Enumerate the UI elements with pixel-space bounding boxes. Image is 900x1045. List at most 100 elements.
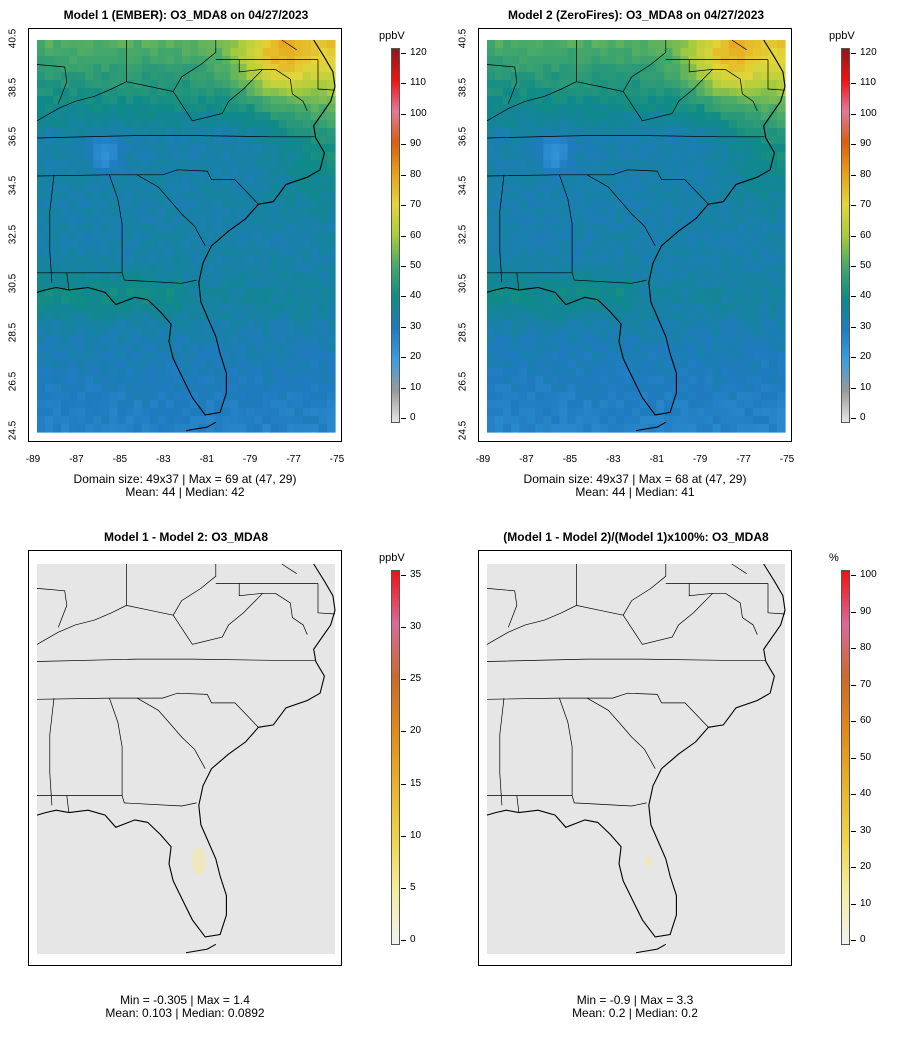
x-tick-label: -79 <box>692 454 708 465</box>
state-border <box>238 59 263 73</box>
x-tick-label: -85 <box>562 454 578 465</box>
colorbar-unit: % <box>829 552 839 564</box>
state-border <box>516 272 647 284</box>
minmax-caption: Min = -0.9 | Max = 3.3 <box>576 993 694 1007</box>
colorbar-label: 10 <box>410 381 422 393</box>
x-tick-label: -77 <box>286 454 301 465</box>
colorbar-label: 120 <box>860 47 877 58</box>
colorbar-tick <box>851 387 856 389</box>
state-border <box>66 795 197 807</box>
colorbar-label: 10 <box>410 829 422 841</box>
state-border <box>317 59 336 91</box>
state-border <box>49 174 55 283</box>
state-border <box>238 583 263 597</box>
colorbar-tick <box>401 940 406 941</box>
colorbar-tick <box>851 83 856 85</box>
state-boundaries <box>486 563 786 954</box>
state-border <box>622 40 667 92</box>
florida-keys <box>635 943 667 954</box>
colorbar-tick <box>401 205 406 207</box>
colorbar-tick <box>851 940 856 941</box>
state-border <box>486 588 518 628</box>
colorbar-tick <box>851 144 856 146</box>
colorbar-label: 0 <box>410 934 416 945</box>
state-border <box>486 64 518 104</box>
state-border <box>486 658 766 662</box>
map-plot <box>28 28 342 442</box>
y-tick-label: 34.5 <box>457 175 469 196</box>
x-tick-label: -81 <box>199 454 214 465</box>
domain-caption: Domain size: 49x37 | Max = 68 at (47, 29… <box>523 472 747 486</box>
state-border <box>586 697 656 769</box>
state-border <box>731 563 747 574</box>
colorbar-tick <box>401 575 406 576</box>
colorbar-tick <box>851 53 856 54</box>
colorbar-label: 25 <box>410 673 422 685</box>
colorbar-unit: ppbV <box>829 30 855 42</box>
x-tick-label: -83 <box>606 454 621 465</box>
state-border <box>487 272 520 290</box>
colorbar-tick <box>851 757 856 759</box>
colorbar-tick <box>401 265 406 267</box>
colorbar-label: 0 <box>410 412 416 423</box>
panel-title: Model 1 - Model 2: O3_MDA8 <box>103 530 269 544</box>
state-border <box>587 169 709 205</box>
state-border <box>725 69 758 112</box>
colorbar-label: 70 <box>860 678 872 690</box>
colorbar-tick <box>851 721 856 722</box>
colorbar-tick <box>401 835 406 837</box>
state-border <box>36 64 68 104</box>
colorbar-label: 50 <box>860 751 872 763</box>
colorbar-label: 15 <box>410 777 422 789</box>
florida-keys <box>635 421 667 432</box>
y-tick-label: 28.5 <box>457 322 469 343</box>
colorbar-tick <box>851 174 856 176</box>
colorbar-label: 110 <box>860 77 876 89</box>
state-border <box>767 583 786 615</box>
coastline <box>36 563 336 938</box>
colorbar-label: 80 <box>860 642 872 653</box>
coastline <box>486 563 786 938</box>
map-canvas <box>486 563 786 954</box>
colorbar-unit: ppbV <box>379 30 405 42</box>
colorbar-label: 20 <box>410 725 422 737</box>
colorbar-tick <box>851 903 856 905</box>
map-background <box>487 564 785 954</box>
x-tick-label: -79 <box>242 454 258 465</box>
colorbar-label: 30 <box>860 824 872 836</box>
colorbar-tick <box>401 53 406 54</box>
colorbar-tick <box>851 575 856 576</box>
map-plot <box>478 550 792 966</box>
state-border <box>37 272 70 290</box>
panel-title: (Model 1 - Model 2)/(Model 1)x100%: O3_M… <box>503 530 769 544</box>
x-tick-label: -89 <box>25 454 41 465</box>
colorbar-label: 20 <box>860 351 872 363</box>
colorbar-label: 60 <box>410 229 422 241</box>
colorbar-tick <box>401 887 406 889</box>
colorbar-label: 80 <box>410 168 422 180</box>
colorbar-label: 40 <box>410 290 422 302</box>
colorbar-tick <box>401 235 406 237</box>
colorbar-tick <box>851 684 856 686</box>
state-border <box>587 692 709 728</box>
state-border <box>486 135 766 139</box>
state-border <box>767 59 786 91</box>
colorbar-tick <box>851 648 856 649</box>
state-border <box>137 692 259 728</box>
state-border <box>36 697 137 700</box>
colorbar-label: 110 <box>410 77 426 89</box>
colorbar-tick <box>401 731 406 733</box>
colorbar-label: 30 <box>860 320 872 332</box>
colorbar-label: 30 <box>410 320 422 332</box>
colorbar-gradient <box>391 48 400 423</box>
florida-keys <box>185 943 217 954</box>
coastline <box>486 39 786 416</box>
colorbar-tick <box>851 794 856 795</box>
state-border <box>37 795 70 813</box>
y-tick-label: 26.5 <box>7 371 19 392</box>
state-border <box>622 564 667 616</box>
colorbar-label: 60 <box>860 229 872 241</box>
y-tick-label: 38.5 <box>457 77 469 98</box>
colorbar-tick <box>401 83 406 85</box>
state-border <box>688 583 713 597</box>
